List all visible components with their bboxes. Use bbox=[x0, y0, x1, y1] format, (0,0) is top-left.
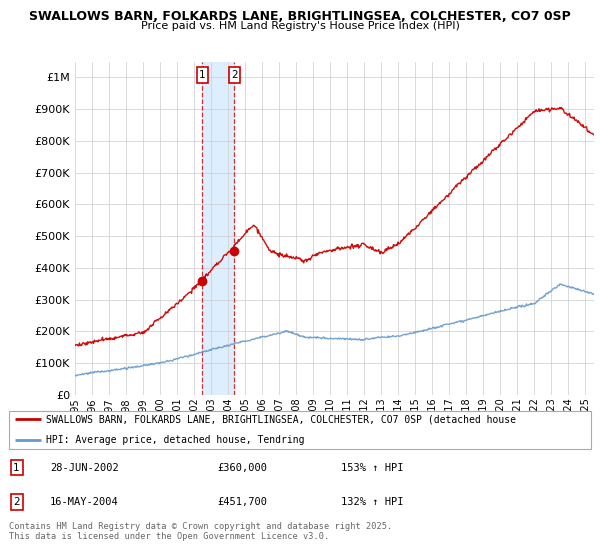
Text: £360,000: £360,000 bbox=[218, 463, 268, 473]
Text: SWALLOWS BARN, FOLKARDS LANE, BRIGHTLINGSEA, COLCHESTER, CO7 0SP (detached house: SWALLOWS BARN, FOLKARDS LANE, BRIGHTLING… bbox=[46, 414, 516, 424]
Text: Contains HM Land Registry data © Crown copyright and database right 2025.
This d: Contains HM Land Registry data © Crown c… bbox=[9, 522, 392, 542]
Text: 28-JUN-2002: 28-JUN-2002 bbox=[50, 463, 119, 473]
FancyBboxPatch shape bbox=[9, 411, 591, 449]
Text: Price paid vs. HM Land Registry's House Price Index (HPI): Price paid vs. HM Land Registry's House … bbox=[140, 21, 460, 31]
Text: 2: 2 bbox=[13, 497, 20, 507]
Text: 153% ↑ HPI: 153% ↑ HPI bbox=[341, 463, 404, 473]
Text: 16-MAY-2004: 16-MAY-2004 bbox=[50, 497, 119, 507]
Text: £451,700: £451,700 bbox=[218, 497, 268, 507]
Text: 1: 1 bbox=[13, 463, 20, 473]
Text: HPI: Average price, detached house, Tendring: HPI: Average price, detached house, Tend… bbox=[46, 435, 304, 445]
Text: 132% ↑ HPI: 132% ↑ HPI bbox=[341, 497, 404, 507]
Bar bbox=[202, 62, 235, 395]
Text: 2: 2 bbox=[231, 70, 238, 80]
Text: SWALLOWS BARN, FOLKARDS LANE, BRIGHTLINGSEA, COLCHESTER, CO7 0SP: SWALLOWS BARN, FOLKARDS LANE, BRIGHTLING… bbox=[29, 10, 571, 23]
Text: 1: 1 bbox=[199, 70, 206, 80]
